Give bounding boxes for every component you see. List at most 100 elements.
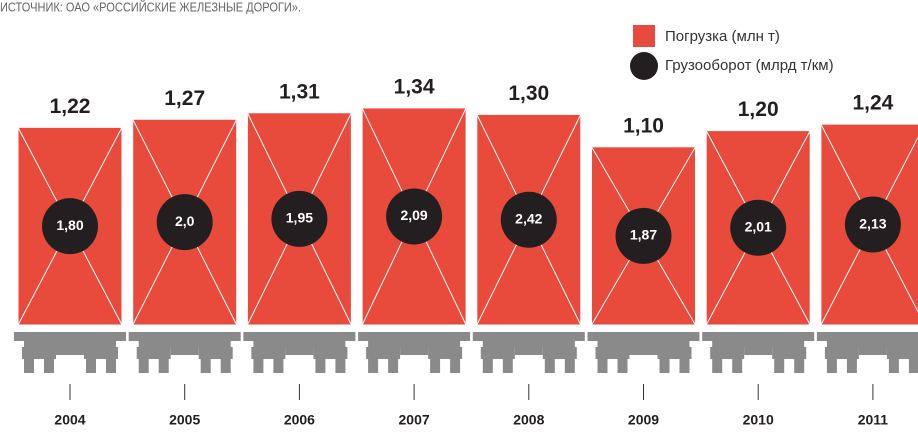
wheel [368, 359, 379, 373]
legend-label: Погрузка (млн т) [665, 28, 780, 45]
wheel [617, 359, 628, 373]
wheel [220, 359, 231, 373]
x-tick-label: 2007 [399, 412, 430, 428]
dot-label: 2,09 [400, 207, 427, 223]
wheel [564, 359, 575, 373]
value-label: 1,27 [164, 87, 205, 110]
x-tick-label: 2010 [743, 412, 774, 428]
bogie [710, 347, 745, 359]
value-label: 1,20 [738, 98, 779, 121]
wheel [908, 359, 918, 373]
bogie [428, 347, 463, 359]
car-frame [587, 332, 700, 341]
bogie [84, 347, 118, 359]
bogie [198, 347, 233, 359]
x-tick-label: 2004 [54, 412, 85, 428]
wheel [158, 359, 169, 373]
source: ИСТОЧНИК: ОАО «РОССИЙСКИЕ ЖЕЛЕЗНЫЕ ДОРОГ… [0, 0, 301, 15]
x-tick-label: 2005 [169, 412, 200, 428]
dot [500, 191, 557, 248]
bogie [886, 347, 918, 359]
wheel [273, 359, 284, 373]
car-frame [56, 347, 84, 355]
car-frame [858, 347, 887, 355]
value-label: 1,30 [508, 82, 549, 105]
wheel [659, 359, 670, 373]
bogie [824, 347, 859, 359]
wheel [138, 359, 149, 373]
car-frame [472, 332, 585, 341]
car-frame [138, 341, 231, 347]
wheel [388, 359, 399, 373]
x-tick-label: 2008 [513, 412, 544, 428]
dot-label: 2,42 [515, 210, 542, 226]
car-frame [744, 347, 773, 355]
bogie [22, 347, 56, 359]
x-tick-label: 2011 [858, 412, 889, 428]
value-label: 1,22 [50, 95, 91, 118]
bogie [480, 347, 515, 359]
dot-label: 1,95 [286, 210, 313, 226]
wheel [888, 359, 899, 373]
car-frame [243, 332, 356, 341]
car-frame [253, 341, 346, 347]
car-frame [285, 347, 314, 355]
dot-label: 2,13 [859, 215, 886, 231]
wheel [24, 359, 34, 373]
wheel [846, 359, 857, 373]
dot-label: 1,87 [630, 227, 657, 243]
car-frame [400, 347, 429, 355]
bogie [313, 347, 348, 359]
wheel [482, 359, 493, 373]
dot [156, 194, 213, 251]
wheel [502, 359, 513, 373]
car-frame [24, 341, 116, 347]
wheel [335, 359, 346, 373]
wheel [544, 359, 555, 373]
dot [730, 199, 787, 256]
wheel [712, 359, 723, 373]
wheel [794, 359, 805, 373]
dot [42, 198, 98, 255]
value-label: 1,24 [852, 92, 893, 115]
bogie [595, 347, 630, 359]
wheel [450, 359, 461, 373]
bogie [366, 347, 401, 359]
legend-label: Грузооборот (млрд т/км) [665, 57, 834, 74]
bogie [136, 347, 171, 359]
dot [386, 188, 443, 245]
car-frame [514, 347, 543, 355]
car-frame [128, 332, 241, 341]
car-frame [826, 341, 918, 347]
wheel [44, 359, 54, 373]
wheel [106, 359, 116, 373]
wheel [597, 359, 608, 373]
bogie [772, 347, 807, 359]
legend-swatch [630, 52, 658, 80]
dot-label: 2,0 [175, 213, 195, 229]
wheel [774, 359, 785, 373]
car-frame [358, 332, 471, 341]
wheel [430, 359, 441, 373]
dot [615, 207, 672, 264]
car-frame [712, 341, 805, 347]
bogie [657, 347, 692, 359]
value-label: 1,31 [279, 80, 320, 103]
car-frame [14, 332, 126, 341]
dot [271, 190, 328, 247]
value-label: 1,10 [623, 114, 664, 137]
car-frame [170, 347, 199, 355]
wheel [732, 359, 743, 373]
wheel [200, 359, 211, 373]
car-frame [702, 332, 815, 341]
wheel [826, 359, 837, 373]
wheel [253, 359, 264, 373]
dot-label: 2,01 [745, 219, 772, 235]
wheel [86, 359, 96, 373]
car-frame [482, 341, 575, 347]
bogie [542, 347, 577, 359]
dot [844, 196, 901, 253]
legend-swatch [633, 25, 655, 47]
wheel [315, 359, 326, 373]
